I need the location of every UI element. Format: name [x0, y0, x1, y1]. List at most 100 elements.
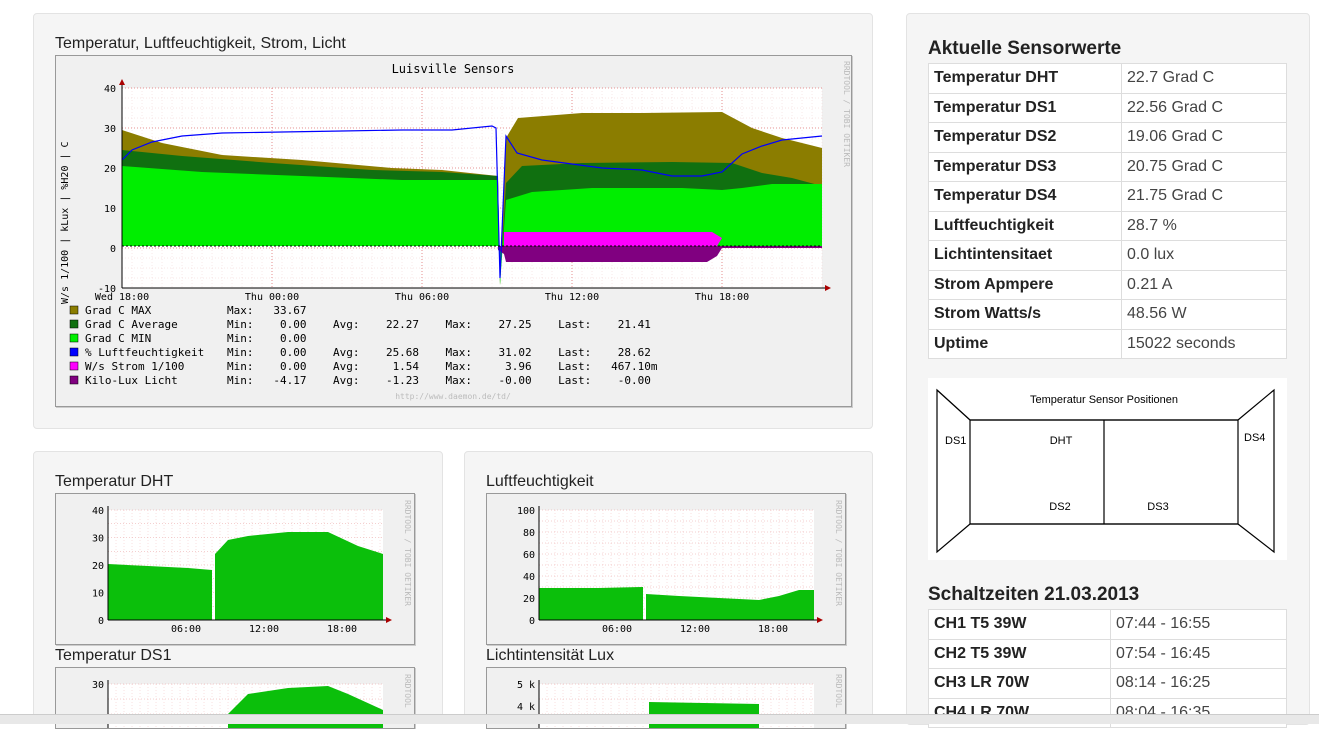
ds1-graph-heading: Temperatur DS1 — [55, 647, 172, 664]
main-ytick: 0 — [110, 244, 116, 255]
main-xtick: Thu 00:00 — [245, 292, 299, 303]
current-label: Temperatur DS1 — [928, 92, 1122, 123]
legend-swatch — [69, 333, 79, 343]
sensor-label-ds4: DS4 — [1244, 432, 1265, 444]
legend-stats: Min: 0.00 Avg: 22.27 Max: 27.25 Last: 21… — [227, 318, 651, 331]
ds1-watermark: RRDTOOL — [403, 674, 412, 708]
legend-name: Grad C MAX — [85, 304, 152, 317]
legend-stats: Min: -4.17 Avg: -1.23 Max: -0.00 Last: -… — [227, 374, 651, 387]
plot-area — [119, 79, 831, 291]
legend-stats: Max: 33.67 — [227, 304, 306, 317]
current-row: Strom Apmpere 0.21 A — [928, 269, 1287, 300]
dht-watermark: RRDTOOL / TOBI OETIKER — [403, 500, 412, 606]
room-outline — [936, 388, 1275, 554]
schedule-value: 07:44 - 16:55 — [1110, 609, 1287, 640]
current-value: 15022 seconds — [1121, 328, 1287, 359]
sensor-label-dht: DHT — [1050, 435, 1073, 447]
humidity-xtick: 18:00 — [758, 624, 788, 635]
sensor-diagram-title: Temperatur Sensor Positionen — [1030, 394, 1178, 406]
sensor-label-ds1: DS1 — [945, 435, 966, 447]
current-label: Lichtintensitaet — [928, 240, 1122, 271]
main-xtick: Wed 18:00 — [95, 292, 149, 303]
legend-name: Grad C Average — [85, 318, 178, 331]
graph-watermark: RRDTOOL / TOBI OETIKER — [842, 61, 851, 167]
humidity-ytick: 80 — [523, 528, 535, 539]
dht-ytick: 10 — [92, 589, 104, 600]
licht-area — [122, 246, 822, 262]
humidity-watermark: RRDTOOL / TOBI OETIKER — [834, 500, 843, 606]
current-row: Temperatur DHT 22.7 Grad C — [928, 63, 1287, 94]
current-row: Temperatur DS3 20.75 Grad C — [928, 151, 1287, 182]
legend-swatch — [69, 347, 79, 357]
current-label: Temperatur DS2 — [928, 122, 1122, 153]
humidity-ytick: 0 — [529, 616, 535, 627]
dht-ytick: 30 — [92, 534, 104, 545]
humidity-graph-heading: Luftfeuchtigkeit — [486, 473, 594, 490]
graph-title: Luisville Sensors — [392, 62, 515, 76]
main-ytick: 30 — [104, 124, 116, 135]
schedule-table: CH1 T5 39W 07:44 - 16:55 CH2 T5 39W 07:54 -… — [928, 609, 1287, 728]
dht-graph-heading: Temperatur DHT — [55, 473, 174, 490]
strom-area — [504, 232, 722, 246]
current-label: Strom Watts/s — [928, 299, 1122, 330]
current-value: 22.56 Grad C — [1121, 92, 1287, 123]
legend-stats: Min: 0.00 Avg: 1.54 Max: 3.96 Last: 467.… — [227, 360, 658, 373]
graph-ylabel: W/s 1/100 | kLux | %H20 | C — [60, 141, 71, 304]
legend-name: Kilo-Lux Licht — [85, 374, 178, 387]
current-row: Temperatur DS4 21.75 Grad C — [928, 181, 1287, 212]
sensor-label-ds2: DS2 — [1049, 501, 1070, 513]
ds1-ytick: 30 — [92, 680, 104, 691]
legend-name: W/s Strom 1/100 — [85, 360, 184, 373]
graph-footer: http://www.daemon.de/td/ — [395, 392, 511, 401]
current-row: Temperatur DS1 22.56 Grad C — [928, 92, 1287, 123]
schedule-row: CH1 T5 39W 07:44 - 16:55 — [928, 609, 1287, 640]
legend-swatch — [69, 361, 79, 371]
current-row: Luftfeuchtigkeit 28.7 % — [928, 210, 1287, 241]
current-label: Temperatur DS3 — [928, 151, 1122, 182]
dht-rrd-graph: 40 30 20 10 0 06:00 12:00 18:00 RRDTOOL / TOBI… — [55, 493, 415, 645]
main-ytick: 40 — [104, 84, 116, 95]
current-value: 48.56 W — [1121, 299, 1287, 330]
sensor-positions-diagram: Temperatur Sensor Positionen DS1 DHT DS2… — [928, 378, 1287, 560]
current-value: 0.21 A — [1121, 269, 1287, 300]
legend-swatch — [69, 305, 79, 315]
schedule-label: CH3 LR 70W — [928, 668, 1111, 699]
current-label: Temperatur DS4 — [928, 181, 1122, 212]
dht-ytick: 0 — [98, 616, 104, 627]
browser-status-bar — [0, 714, 1319, 724]
main-xtick: Thu 18:00 — [695, 292, 749, 303]
temp-min-area — [122, 166, 822, 285]
legend-stats: Min: 0.00 — [227, 332, 306, 345]
schedule-value: 08:14 - 16:25 — [1110, 668, 1287, 699]
schedule-label: CH2 T5 39W — [928, 638, 1111, 669]
humidity-line — [121, 125, 823, 279]
humidity-xtick: 12:00 — [680, 624, 710, 635]
main-graph-svg: Luisville Sensors RRDTOOL / TOBI OETIKER… — [56, 56, 851, 406]
schedule-value: 07:54 - 16:45 — [1110, 638, 1287, 669]
humidity-area — [539, 587, 814, 620]
lux-watermark: RRDTOOL — [834, 674, 843, 708]
humidity-ytick: 20 — [523, 594, 535, 605]
main-ytick: 10 — [104, 204, 116, 215]
main-ytick: 20 — [104, 164, 116, 175]
current-value: 28.7 % — [1121, 210, 1287, 241]
current-label: Temperatur DHT — [928, 63, 1122, 94]
schedule-heading: Schaltzeiten 21.03.2013 — [928, 584, 1140, 605]
main-graph-heading: Temperatur, Luftfeuchtigkeit, Strom, Lic… — [55, 35, 346, 52]
schedule-label: CH1 T5 39W — [928, 609, 1111, 640]
dht-ytick: 20 — [92, 561, 104, 572]
dht-xtick: 12:00 — [249, 624, 279, 635]
legend-stats: Min: 0.00 Avg: 25.68 Max: 31.02 Last: 28… — [227, 346, 651, 359]
dht-xtick: 06:00 — [171, 624, 201, 635]
dht-xtick: 18:00 — [327, 624, 357, 635]
current-label: Strom Apmpere — [928, 269, 1122, 300]
current-values-heading: Aktuelle Sensorwerte — [928, 38, 1122, 59]
current-label: Luftfeuchtigkeit — [928, 210, 1122, 241]
current-label: Uptime — [928, 328, 1122, 359]
humidity-rrd-graph: 100 80 60 40 20 0 06:00 12:00 18:00 RRDTOOL / T… — [486, 493, 846, 645]
lux-ytick-0: 5 k — [517, 680, 535, 691]
legend-swatch — [69, 375, 79, 385]
current-value: 19.06 Grad C — [1121, 122, 1287, 153]
main-ytick: -10 — [98, 284, 116, 295]
lux-ytick-1: 4 k — [517, 702, 535, 713]
